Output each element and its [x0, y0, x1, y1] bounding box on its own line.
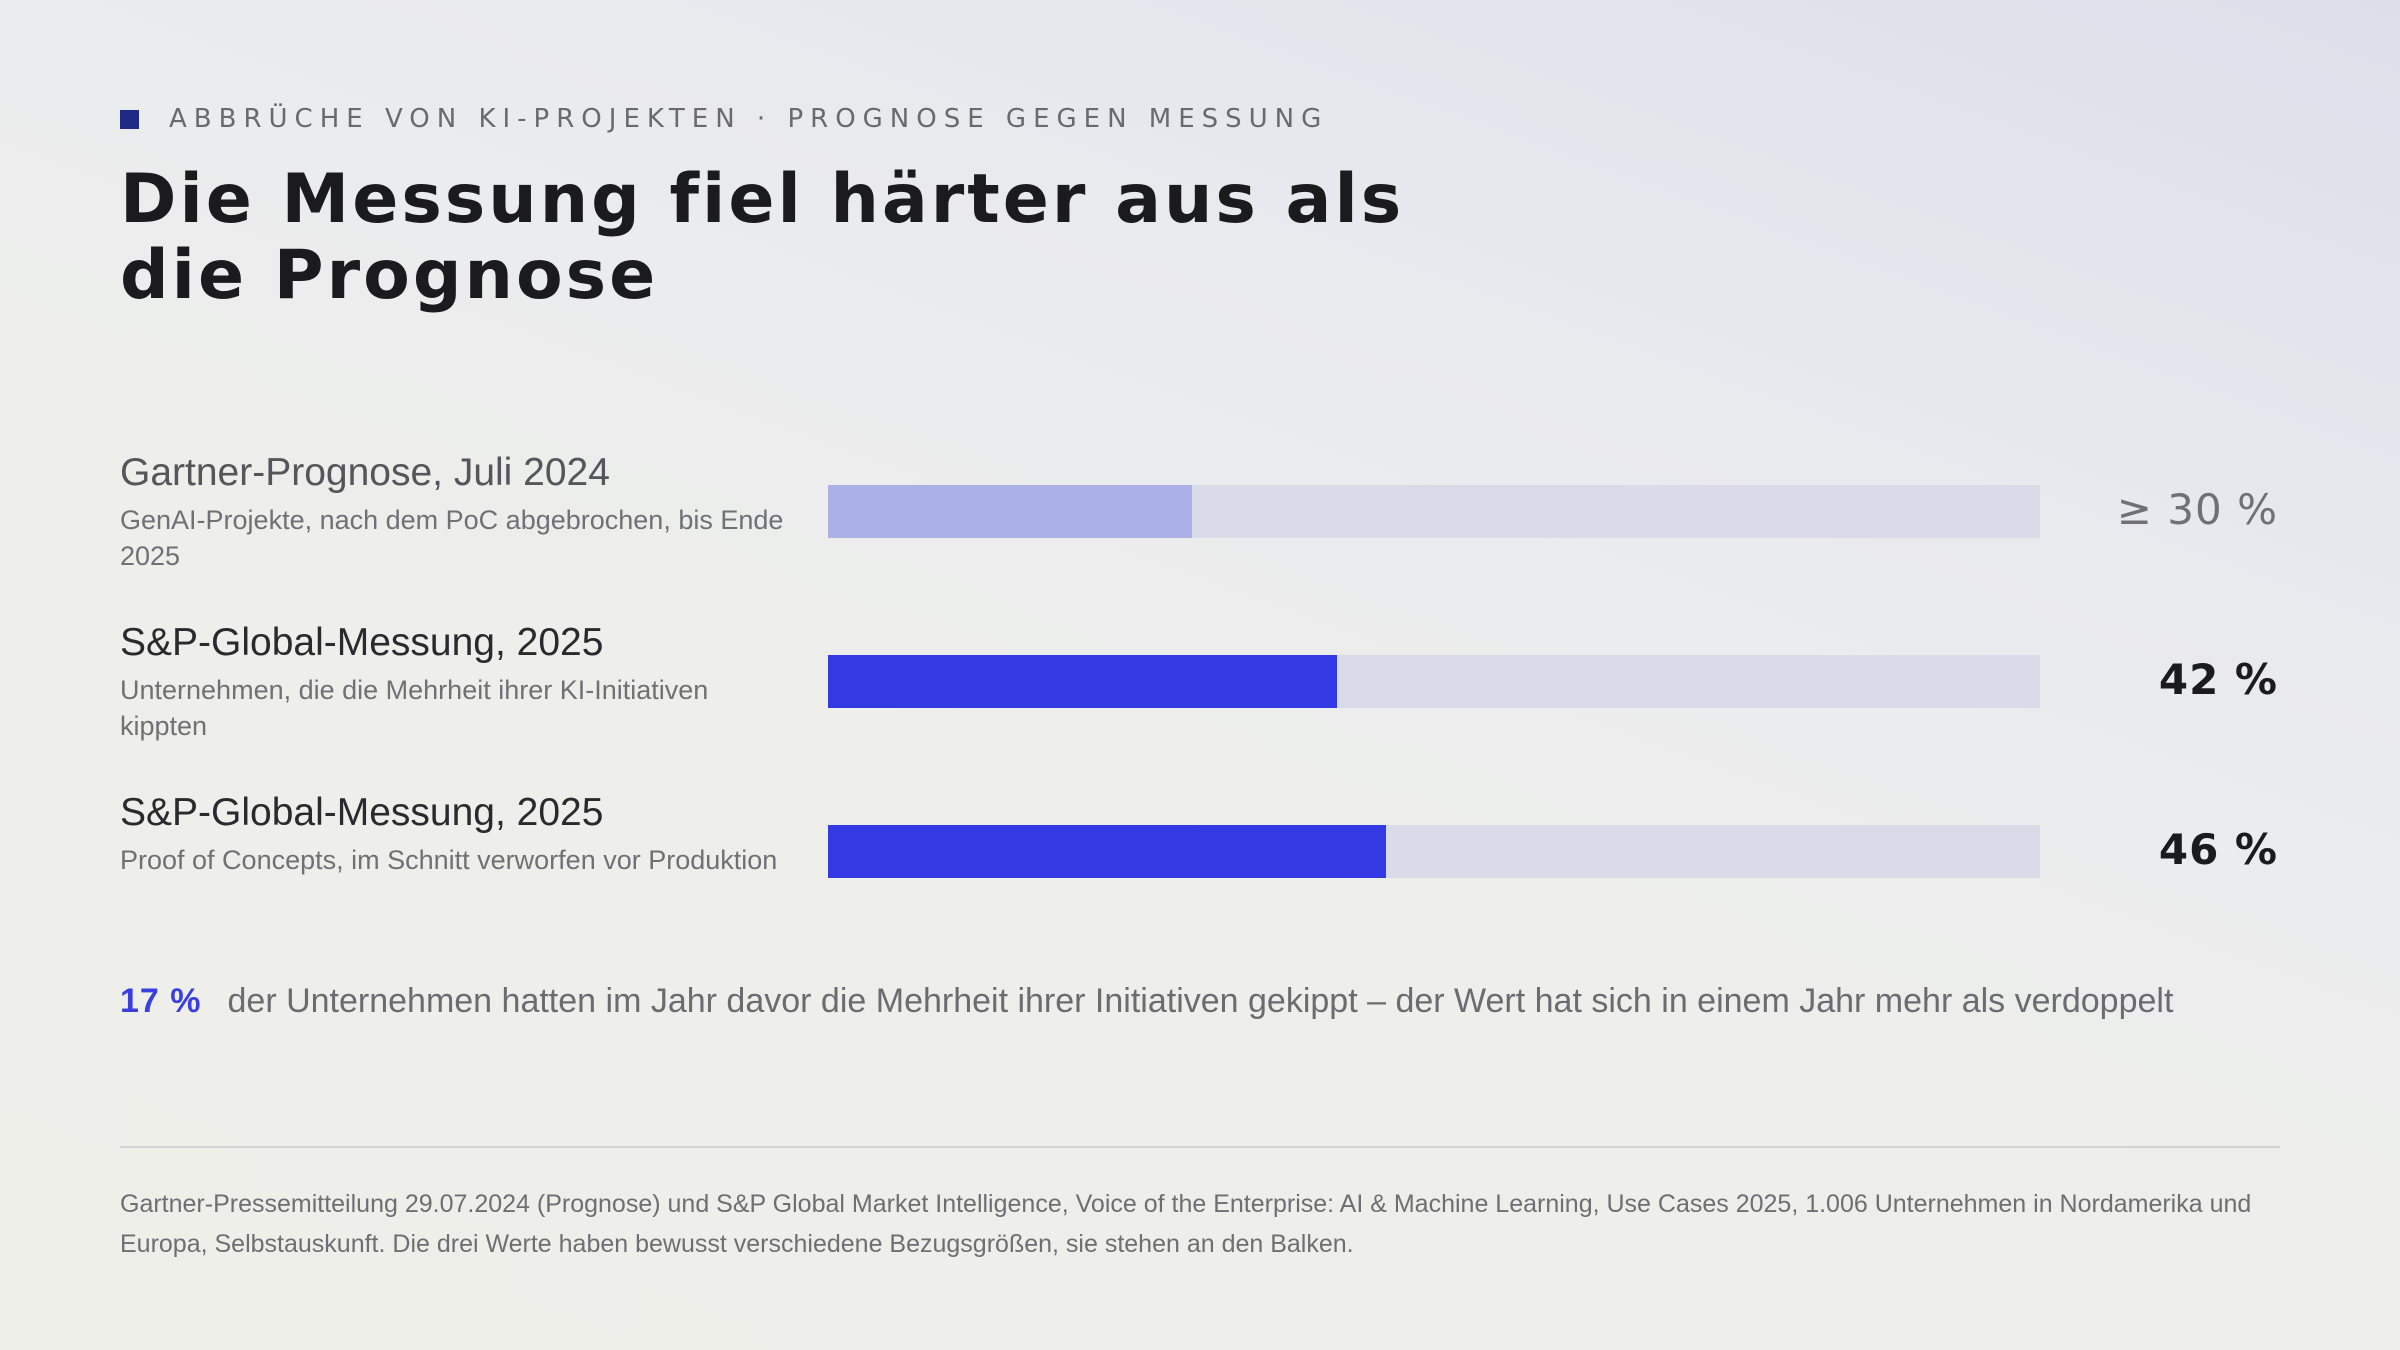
footnote-highlight: 17 % der Unternehmen hatten im Jahr davor…	[120, 976, 2270, 1026]
highlight-value: 17 %	[120, 982, 202, 1020]
bar	[828, 655, 1337, 708]
bar	[828, 485, 1192, 538]
bar-track	[828, 825, 2040, 878]
eyebrow-square-icon	[120, 109, 139, 129]
bar-description: Proof of Concepts, im Schnitt verworfen …	[120, 845, 778, 875]
bar-row: S&P-Global-Messung, 2025 Proof of Concept…	[0, 790, 2400, 950]
page-title: Die Messung fiel härter aus als die Prog…	[120, 160, 1405, 315]
highlight-text: der Unternehmen hatten im Jahr davor die…	[227, 982, 2174, 1020]
bar-value-label: 42 %	[2158, 655, 2278, 704]
bar-value-label: ≥ 30 %	[2116, 485, 2278, 534]
bar	[828, 825, 1386, 878]
bar-row: Gartner-Prognose, Juli 2024 GenAI-Projekt…	[0, 450, 2400, 610]
bar-chart: Gartner-Prognose, Juli 2024 GenAI-Projekt…	[0, 450, 2400, 950]
bar-heading: S&P-Global-Messung, 2025	[120, 791, 604, 834]
source-note: Gartner-Pressemitteilung 29.07.2024 (Pro…	[120, 1190, 2252, 1258]
bar-value-label: 46 %	[2158, 825, 2278, 874]
bar-track	[828, 485, 2040, 538]
divider	[120, 1146, 2280, 1148]
bar-heading: Gartner-Prognose, Juli 2024	[120, 451, 610, 494]
bar-heading: S&P-Global-Messung, 2025	[120, 621, 604, 664]
bar-description: Unternehmen, die die Mehrheit ihrer KI-I…	[120, 675, 709, 741]
bar-description: GenAI-Projekte, nach dem PoC abgebrochen…	[120, 505, 784, 571]
eyebrow: ABBRÜCHE VON KI-PROJEKTEN · PROGNOSE GEG…	[120, 104, 1328, 134]
eyebrow-label: ABBRÜCHE VON KI-PROJEKTEN · PROGNOSE GEG…	[169, 104, 1329, 134]
bar-row: S&P-Global-Messung, 2025 Unternehmen, die…	[0, 620, 2400, 780]
bar-track	[828, 655, 2040, 708]
